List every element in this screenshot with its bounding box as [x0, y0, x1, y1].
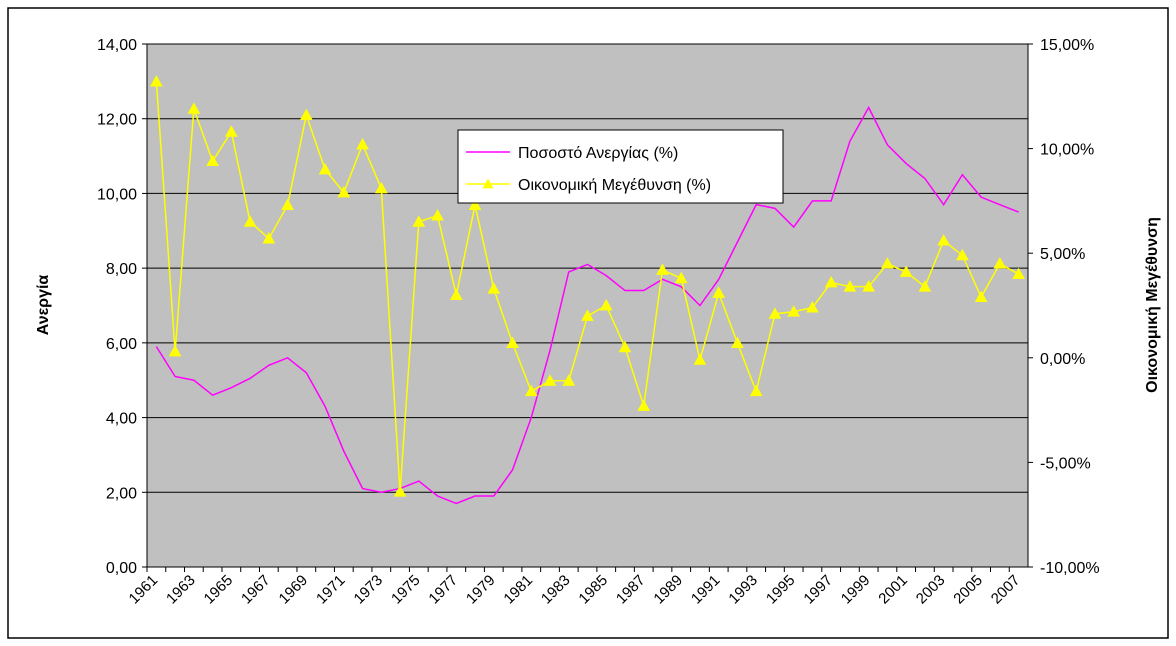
- marker: [487, 282, 501, 294]
- legend-label: Οικονομική Μεγέθυνση (%): [518, 177, 711, 194]
- marker: [862, 280, 876, 292]
- marker: [281, 198, 294, 210]
- marker: [956, 248, 969, 261]
- marker: [656, 263, 669, 275]
- marker: [806, 301, 819, 313]
- marker: [937, 234, 950, 246]
- marker: [356, 137, 369, 150]
- marker: [1012, 267, 1025, 280]
- y2-tick-label: 5,00%: [1040, 246, 1085, 263]
- plot-frame: [146, 43, 1029, 568]
- y-axis-title: Ανεργία: [35, 275, 52, 336]
- marker: [225, 125, 238, 137]
- marker: [899, 265, 913, 277]
- marker: [881, 257, 894, 269]
- legend: [457, 129, 784, 204]
- marker: [543, 374, 557, 386]
- marker: [206, 154, 219, 167]
- marker: [637, 399, 651, 411]
- marker: [506, 336, 519, 349]
- y2-tick-label: -5,00%: [1040, 455, 1091, 472]
- marker: [243, 215, 257, 227]
- marker: [674, 271, 688, 284]
- marker: [918, 280, 932, 292]
- marker: [581, 309, 594, 321]
- y-tick-label: 10,00: [97, 186, 137, 203]
- legend-label: Ποσοστό Ανεργίας (%): [518, 145, 678, 162]
- marker: [168, 344, 182, 357]
- marker: [393, 485, 407, 497]
- marker: [599, 298, 613, 311]
- y2-tick-label: -10,00%: [1040, 560, 1100, 577]
- marker: [412, 215, 426, 227]
- marker: [693, 353, 707, 365]
- marker: [431, 209, 444, 221]
- marker: [449, 288, 463, 300]
- marker: [374, 181, 388, 194]
- marker: [187, 102, 201, 114]
- marker: [843, 280, 857, 292]
- marker: [318, 162, 332, 175]
- y2-tick-label: 10,00%: [1040, 142, 1094, 159]
- marker: [993, 257, 1007, 269]
- marker: [731, 336, 744, 349]
- y-tick-label: 12,00: [97, 112, 137, 129]
- marker: [618, 340, 632, 353]
- y-tick-label: 2,00: [106, 485, 137, 502]
- y2-tick-label: 0,00%: [1040, 351, 1085, 368]
- marker: [468, 198, 482, 210]
- legend-marker: [482, 178, 494, 189]
- marker: [749, 384, 763, 397]
- marker: [562, 374, 576, 386]
- marker: [524, 384, 538, 397]
- marker: [768, 307, 782, 319]
- y2-axis-title: Οικονομική Μεγέθυνση: [1144, 217, 1161, 393]
- marker: [712, 286, 726, 298]
- marker: [262, 232, 276, 244]
- series-line: [155, 105, 1019, 505]
- y-tick-label: 0,00: [106, 560, 137, 577]
- y-tick-label: 14,00: [97, 37, 137, 54]
- y2-tick-label: 15,00%: [1040, 37, 1094, 54]
- marker: [974, 290, 988, 303]
- marker: [787, 305, 801, 317]
- marker: [299, 108, 313, 121]
- marker: [337, 186, 351, 198]
- marker: [824, 275, 838, 288]
- plot-area: [147, 44, 1028, 567]
- y-tick-label: 8,00: [106, 261, 137, 278]
- y-tick-label: 6,00: [106, 336, 137, 353]
- y-tick-label: 4,00: [106, 411, 137, 428]
- marker: [150, 75, 163, 87]
